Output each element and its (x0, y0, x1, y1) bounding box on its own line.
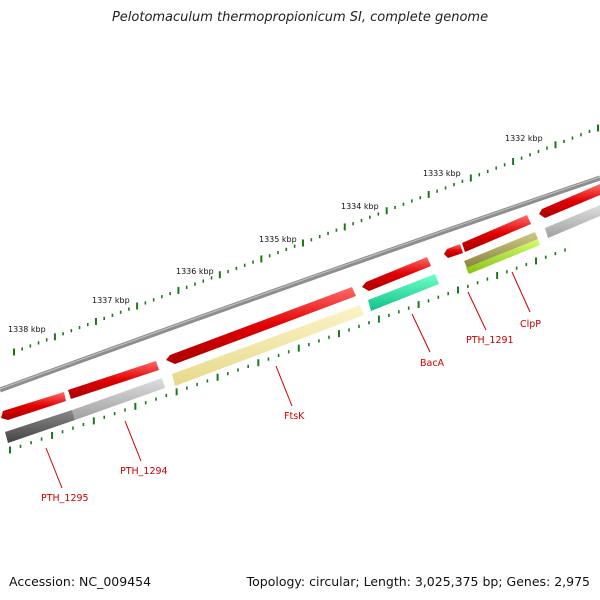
cog-bar-clpp-b (466, 239, 540, 274)
scale-label-1337: 1337 kbp (92, 296, 130, 305)
scale-label-1333: 1333 kbp (423, 169, 461, 178)
gene-pth-1294[interactable] (68, 361, 159, 399)
cog-bar-next (545, 205, 600, 238)
genome-backbone (0, 175, 600, 393)
leader-baca (411, 313, 431, 353)
scale-label-1335: 1335 kbp (259, 235, 297, 244)
gene-label-pth-1295[interactable]: PTH_1295 (41, 493, 89, 504)
scale-label-1338: 1338 kbp (8, 325, 46, 334)
scale-label-1334: 1334 kbp (341, 202, 379, 211)
scale-label-1336: 1336 kbp (176, 267, 214, 276)
leader-pth-1295 (45, 447, 63, 489)
topology-text: Topology: circular; Length: 3,025,375 bp… (246, 574, 590, 589)
cog-bar-ftsk (172, 305, 364, 386)
gene-baca[interactable] (362, 257, 431, 291)
cog-bar-baca (368, 274, 439, 311)
gene-pth-1295[interactable] (1, 392, 66, 420)
accession-text: Accession: NC_009454 (9, 574, 152, 589)
leader-ftsk (275, 365, 293, 407)
cog-bar-pth-1294 (72, 378, 165, 420)
leader-clpp (511, 271, 531, 313)
scale-label-1332: 1332 kbp (505, 134, 543, 143)
gene-next[interactable] (539, 184, 600, 218)
cog-bar-pth-1295 (5, 410, 75, 443)
kbp-scale-ticks (13, 124, 599, 356)
gene-label-clpp[interactable]: ClpP (520, 319, 541, 330)
gene-clpp[interactable] (462, 215, 531, 252)
gene-ftsk[interactable] (166, 287, 356, 364)
map-title: Pelotomaculum thermopropionicum SI, comp… (111, 10, 489, 25)
inner-scale-ticks (9, 248, 566, 454)
leader-pth-1294 (124, 420, 142, 462)
gene-label-baca[interactable]: BacA (420, 358, 445, 369)
genome-backbone-highlight (0, 176, 600, 390)
gene-label-ftsk[interactable]: FtsK (284, 411, 305, 422)
gene-pth-1291[interactable] (444, 244, 463, 258)
cog-bar-clpp-a (464, 232, 538, 268)
leader-pth-1291 (467, 291, 487, 331)
gene-label-pth-1291[interactable]: PTH_1291 (466, 335, 514, 346)
gene-label-pth-1294[interactable]: PTH_1294 (120, 466, 168, 477)
